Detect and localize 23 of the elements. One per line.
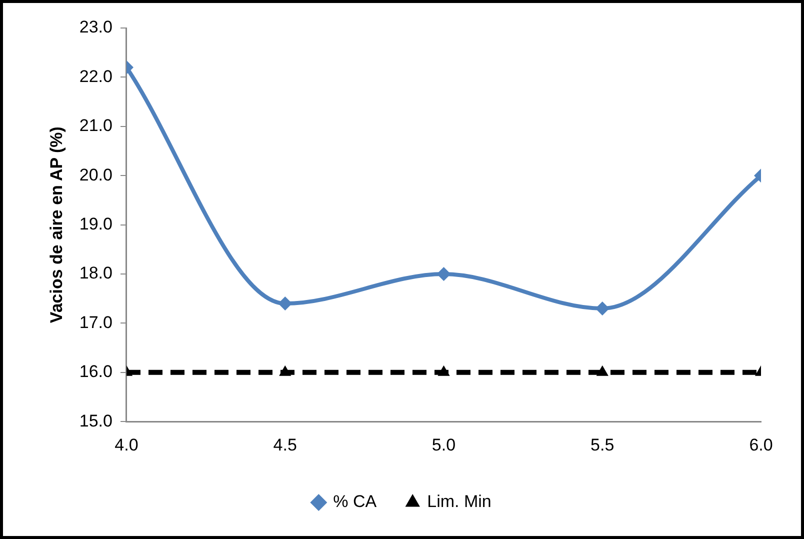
x-tick-label: 4.5 — [273, 435, 297, 454]
x-tick-label: 5.5 — [590, 435, 614, 454]
y-tick-label: 19.0 — [79, 214, 112, 234]
x-tick-label: 5.0 — [432, 435, 456, 454]
y-axis-title: Vacios de aire en AP (%) — [46, 126, 66, 324]
y-tick-label: 15.0 — [79, 411, 112, 430]
y-tick-label: 17.0 — [79, 312, 112, 332]
x-tick-label: 6.0 — [749, 435, 773, 454]
y-tick-label: 18.0 — [79, 264, 112, 283]
point — [595, 301, 610, 316]
y-tick-label: 20.0 — [79, 165, 112, 184]
y-tick-label: 22.0 — [79, 66, 112, 86]
point — [279, 365, 292, 376]
legend-label: % CA — [333, 492, 378, 512]
x-tick-label: 4.0 — [114, 435, 138, 454]
point — [278, 296, 292, 311]
y-tick-label: 16.0 — [79, 362, 112, 382]
legend-label: Lim. Min — [427, 492, 492, 512]
point — [438, 365, 450, 376]
point — [596, 365, 608, 376]
point — [436, 267, 451, 281]
y-tick-label: 23.0 — [79, 18, 112, 37]
y-tick-label: 21.0 — [79, 116, 112, 136]
